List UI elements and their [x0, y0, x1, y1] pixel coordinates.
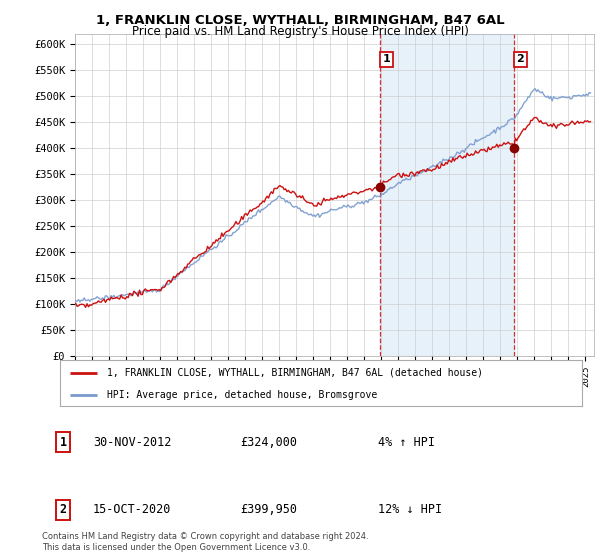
- Text: HPI: Average price, detached house, Bromsgrove: HPI: Average price, detached house, Brom…: [107, 390, 377, 399]
- Text: 2: 2: [517, 54, 524, 64]
- Text: 4% ↑ HPI: 4% ↑ HPI: [378, 436, 435, 449]
- Text: 12% ↓ HPI: 12% ↓ HPI: [378, 503, 442, 516]
- Text: Price paid vs. HM Land Registry's House Price Index (HPI): Price paid vs. HM Land Registry's House …: [131, 25, 469, 38]
- Text: £324,000: £324,000: [240, 436, 297, 449]
- Text: 30-NOV-2012: 30-NOV-2012: [93, 436, 172, 449]
- Text: 1, FRANKLIN CLOSE, WYTHALL, BIRMINGHAM, B47 6AL: 1, FRANKLIN CLOSE, WYTHALL, BIRMINGHAM, …: [95, 14, 505, 27]
- Text: 15-OCT-2020: 15-OCT-2020: [93, 503, 172, 516]
- Text: 2: 2: [59, 503, 67, 516]
- Text: £399,950: £399,950: [240, 503, 297, 516]
- Text: Contains HM Land Registry data © Crown copyright and database right 2024.
This d: Contains HM Land Registry data © Crown c…: [42, 532, 368, 552]
- Text: 1: 1: [382, 54, 390, 64]
- Text: 1, FRANKLIN CLOSE, WYTHALL, BIRMINGHAM, B47 6AL (detached house): 1, FRANKLIN CLOSE, WYTHALL, BIRMINGHAM, …: [107, 368, 483, 378]
- Text: 1: 1: [59, 436, 67, 449]
- Bar: [380, 34, 514, 356]
